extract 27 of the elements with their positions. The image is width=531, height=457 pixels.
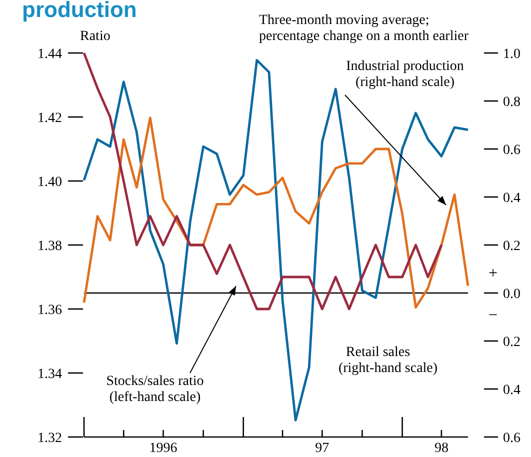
y-tick-label: 1.38 [38, 239, 62, 254]
x-tick-label: 1996 [149, 441, 178, 456]
y2-tick-label: 0.0 [503, 287, 520, 302]
y-tick-label: 1.42 [38, 111, 62, 126]
y2-tick-label: 0.4 [503, 383, 520, 398]
y2-tick-label: 0.4 [503, 191, 520, 206]
text: Industrial production (right-hand scale) [346, 59, 464, 90]
text: Retail sales (right-hand scale) [338, 345, 438, 376]
y2-tick-label: 0.6 [503, 143, 520, 158]
y-axis-title: Ratio [80, 29, 110, 44]
y-tick-label: 1.40 [38, 175, 62, 190]
y-tick-label: 1.32 [38, 431, 62, 446]
y2-tick-label: 0.2 [503, 239, 520, 254]
chart-title: production [22, 0, 137, 22]
y2-tick-label: 0.8 [503, 95, 520, 110]
y-tick-label: 1.44 [38, 47, 62, 62]
y-tick-label: 1.34 [38, 367, 62, 382]
y2-axis-title: Three-month moving average; percentage change on a month earlier [259, 13, 469, 44]
y2-tick-label: 1.0 [503, 47, 520, 62]
text: + [488, 265, 498, 282]
x-tick-label: 97 [315, 441, 330, 456]
text: Stocks/sales ratio (left-hand scale) [106, 374, 204, 405]
y2-tick-label: 0.2 [503, 335, 520, 350]
x-tick-label: 98 [434, 441, 448, 456]
text: − [488, 307, 498, 324]
y2-tick-label: 0.6 [503, 431, 520, 446]
y-tick-label: 1.36 [38, 303, 62, 318]
